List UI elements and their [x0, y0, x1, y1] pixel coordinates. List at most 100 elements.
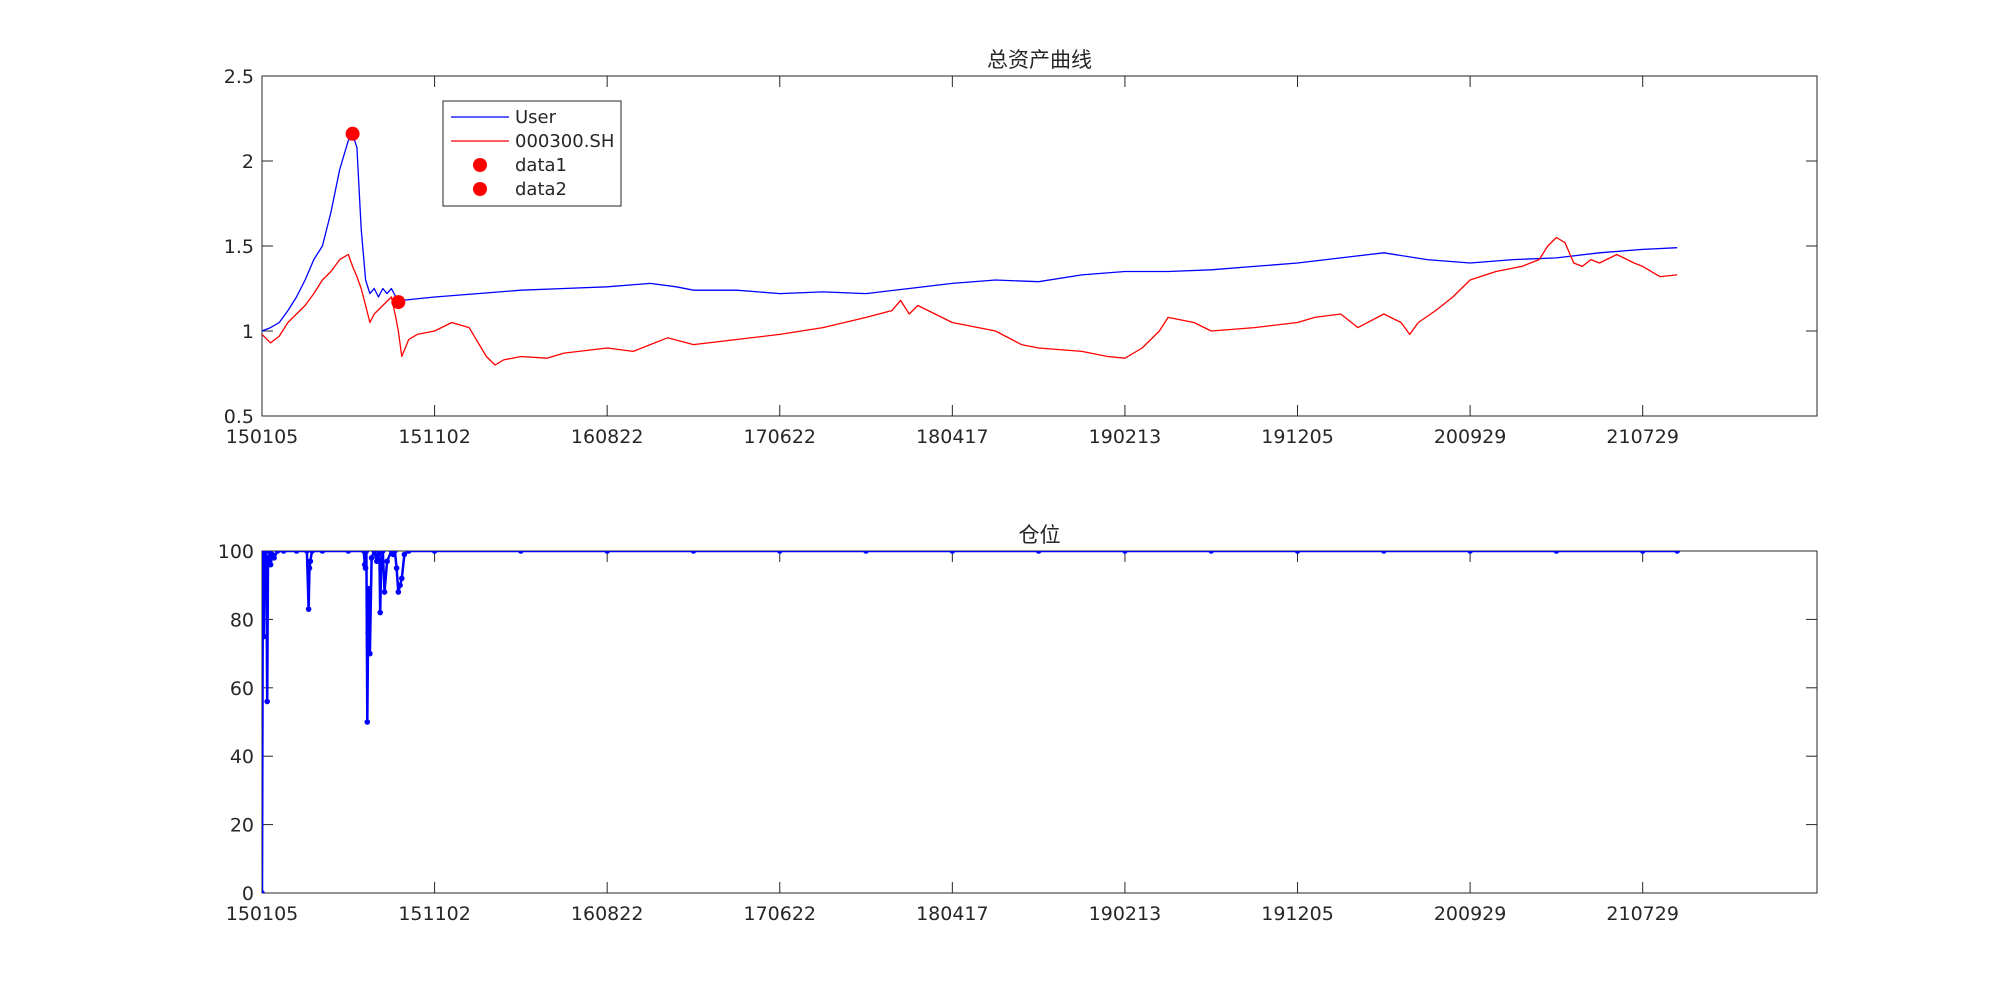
x-tick-label: 160822 [571, 903, 644, 925]
data-point [398, 575, 405, 582]
data-point [368, 555, 375, 561]
y-tick-label: 20 [230, 815, 254, 837]
data-point [1294, 551, 1301, 554]
data-point [863, 551, 869, 554]
data-point [371, 551, 377, 554]
x-tick-label: 150105 [226, 426, 299, 448]
data-point [604, 551, 610, 554]
data-point [1381, 551, 1387, 554]
data-point [395, 589, 402, 595]
data-point [380, 551, 386, 554]
data-point [397, 582, 403, 588]
x-tick-label: 200929 [1434, 426, 1507, 448]
position-chart: 仓位 0 20 40 60 80 100 150105 151102 160822 170622 1… [218, 523, 1818, 925]
data-point [1639, 551, 1646, 554]
y-tick-label: 1 [242, 321, 254, 343]
data-point [1035, 551, 1042, 554]
legend-label: data1 [515, 155, 567, 176]
data-point [293, 551, 300, 554]
y-tick-label: 2 [242, 151, 254, 173]
x-tick-label: 170622 [743, 426, 816, 448]
x-tick-label: 191205 [1261, 903, 1334, 925]
data-point [776, 551, 783, 554]
data-point [271, 555, 277, 561]
data-point [377, 609, 384, 616]
x-tick-label: 191205 [1261, 426, 1334, 448]
data-point [1674, 551, 1681, 554]
data-point [363, 551, 370, 554]
x-tick-label: 160822 [571, 426, 644, 448]
equity-curve-chart: 总资产曲线 0.5 1 1.5 2 2.5 150105 151102 160822 17062… [224, 48, 1818, 448]
marker-data2 [391, 295, 406, 310]
data-point [1467, 551, 1473, 554]
data-point [401, 551, 408, 558]
legend-label: data2 [515, 179, 567, 200]
data-point [949, 551, 956, 554]
marker-data1 [345, 126, 360, 141]
y-tick-label: 0 [242, 883, 254, 905]
x-tick-label: 180417 [916, 426, 989, 448]
data-point [365, 630, 371, 636]
data-point [366, 585, 372, 592]
data-point [345, 551, 352, 554]
data-point [1122, 551, 1128, 554]
data-point [690, 551, 697, 554]
data-point [1208, 551, 1215, 554]
data-point [392, 551, 398, 554]
x-tick-label: 190213 [1089, 426, 1162, 448]
legend-label: User [515, 107, 557, 128]
x-tick-label: 151102 [398, 903, 471, 925]
y-tick-label: 2.5 [224, 66, 254, 88]
data-point [431, 551, 438, 554]
data-point [267, 561, 274, 568]
chart-title: 总资产曲线 [987, 48, 1092, 72]
data-point [384, 558, 390, 565]
data-point [364, 719, 371, 725]
x-tick-label: 170622 [743, 903, 816, 925]
data-point [378, 565, 384, 571]
data-point [262, 633, 267, 640]
data-point [304, 551, 310, 554]
data-point [362, 565, 369, 571]
data-point [393, 565, 400, 571]
data-point [306, 565, 313, 571]
data-point [305, 606, 312, 612]
data-point [1553, 551, 1560, 554]
data-point [405, 551, 412, 554]
data-point [309, 551, 315, 554]
data-point [307, 558, 314, 565]
data-point [518, 551, 524, 554]
y-tick-label: 80 [230, 609, 254, 631]
axes-box [261, 550, 1818, 894]
x-tick-label: 180417 [916, 903, 989, 925]
data-point [280, 551, 287, 554]
y-tick-label: 60 [230, 678, 254, 700]
legend-label: 000300.SH [515, 131, 614, 152]
series-line-000300-sh [262, 236, 1678, 366]
x-tick-label: 210729 [1606, 426, 1679, 448]
y-tick-label: 1.5 [224, 236, 254, 258]
chart-title: 仓位 [1019, 523, 1061, 547]
data-point [266, 555, 272, 561]
y-tick-label: 100 [218, 541, 254, 563]
data-point [262, 589, 269, 595]
legend-swatch [473, 182, 487, 196]
series-line-user [262, 133, 1678, 332]
legend-swatch [473, 158, 487, 172]
y-tick-label: 40 [230, 746, 254, 768]
data-point [381, 589, 388, 595]
x-tick-label: 210729 [1606, 903, 1679, 925]
data-point [367, 650, 373, 657]
data-point [274, 551, 281, 554]
legend-box [442, 100, 622, 207]
x-tick-label: 151102 [398, 426, 471, 448]
data-point [373, 558, 380, 565]
y-tick-label: 0.5 [224, 406, 254, 428]
data-point [264, 698, 270, 705]
data-point [319, 551, 326, 554]
x-tick-label: 190213 [1089, 903, 1162, 925]
legend: User 000300.SH data1 data2 [442, 100, 622, 207]
x-tick-label: 150105 [226, 903, 299, 925]
